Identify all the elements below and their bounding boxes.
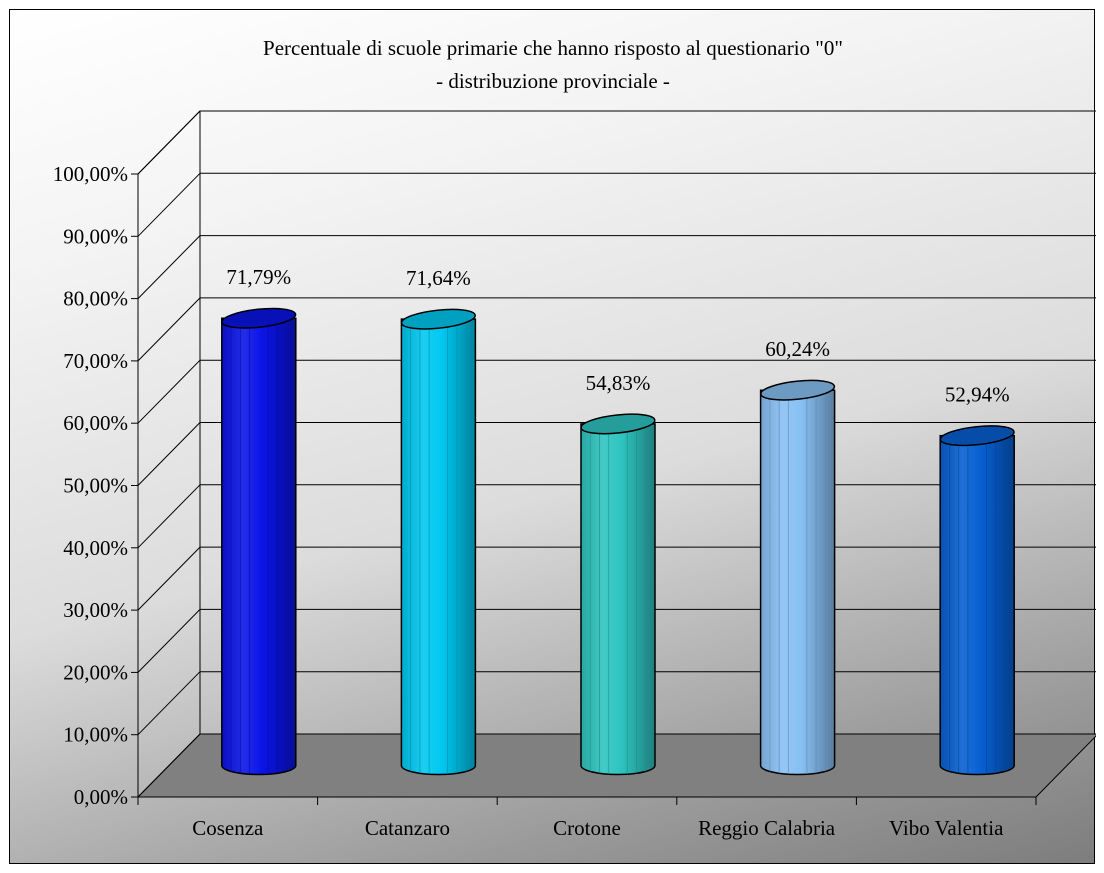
plot-area: 0,00% 10,00% 20,00% 30,00% 40,00% 50,00% 60,00… xyxy=(53,110,1096,840)
y-tick-label: 0,00% xyxy=(74,785,128,809)
y-tick-label: 40,00% xyxy=(63,536,128,560)
y-tick-label: 100,00% xyxy=(53,162,128,186)
side-gridline xyxy=(137,484,201,549)
x-tick-label: Cosenza xyxy=(192,816,264,840)
bar-cylinder xyxy=(759,389,836,776)
data-label: 60,24% xyxy=(765,337,830,361)
x-tick-label: Catanzaro xyxy=(365,816,450,840)
side-gridline xyxy=(137,110,201,175)
data-label: 71,79% xyxy=(226,265,291,289)
bar-top-cap xyxy=(760,379,836,401)
bar-top-cap xyxy=(939,425,1015,447)
bar-cylinder xyxy=(400,318,477,776)
bar-top-cap xyxy=(221,307,297,329)
y-tick-label: 20,00% xyxy=(63,660,128,684)
y-tick-label: 10,00% xyxy=(63,723,128,747)
side-gridline xyxy=(137,235,201,299)
chart-title: Percentuale di scuole primarie che hanno… xyxy=(263,36,843,60)
side-gridline xyxy=(137,359,201,424)
x-tick-label: Reggio Calabria xyxy=(698,816,836,840)
side-gridline xyxy=(137,546,201,611)
y-tick-label: 50,00% xyxy=(63,474,128,498)
side-gridline xyxy=(137,172,201,237)
y-tick-label: 80,00% xyxy=(63,287,128,311)
y-tick-label: 70,00% xyxy=(63,349,128,373)
x-tick-label: Crotone xyxy=(553,816,621,840)
y-tick-label: 90,00% xyxy=(63,224,128,248)
y-tick-label: 60,00% xyxy=(63,411,128,435)
data-label: 54,83% xyxy=(586,371,651,395)
bar-cylinder xyxy=(939,434,1015,776)
bar-top-cap xyxy=(580,413,656,435)
chart-subtitle: - distribuzione provinciale - xyxy=(436,69,670,93)
chart-svg: Percentuale di scuole primarie che hanno… xyxy=(53,36,1096,840)
data-label: 52,94% xyxy=(945,383,1010,407)
bar-top-cap xyxy=(400,308,476,330)
y-tick-label: 30,00% xyxy=(63,598,128,622)
data-label: 71,64% xyxy=(406,266,471,290)
side-gridline xyxy=(137,733,201,798)
side-gridline xyxy=(137,671,201,736)
bar-cylinder xyxy=(580,423,656,776)
bar-cylinder xyxy=(221,317,297,776)
side-gridline xyxy=(137,422,201,486)
side-gridline xyxy=(137,609,201,673)
x-tick-label: Vibo Valentia xyxy=(889,816,1004,840)
side-gridline xyxy=(137,297,201,362)
chart-frame: Percentuale di scuole primarie che hanno… xyxy=(9,9,1096,864)
